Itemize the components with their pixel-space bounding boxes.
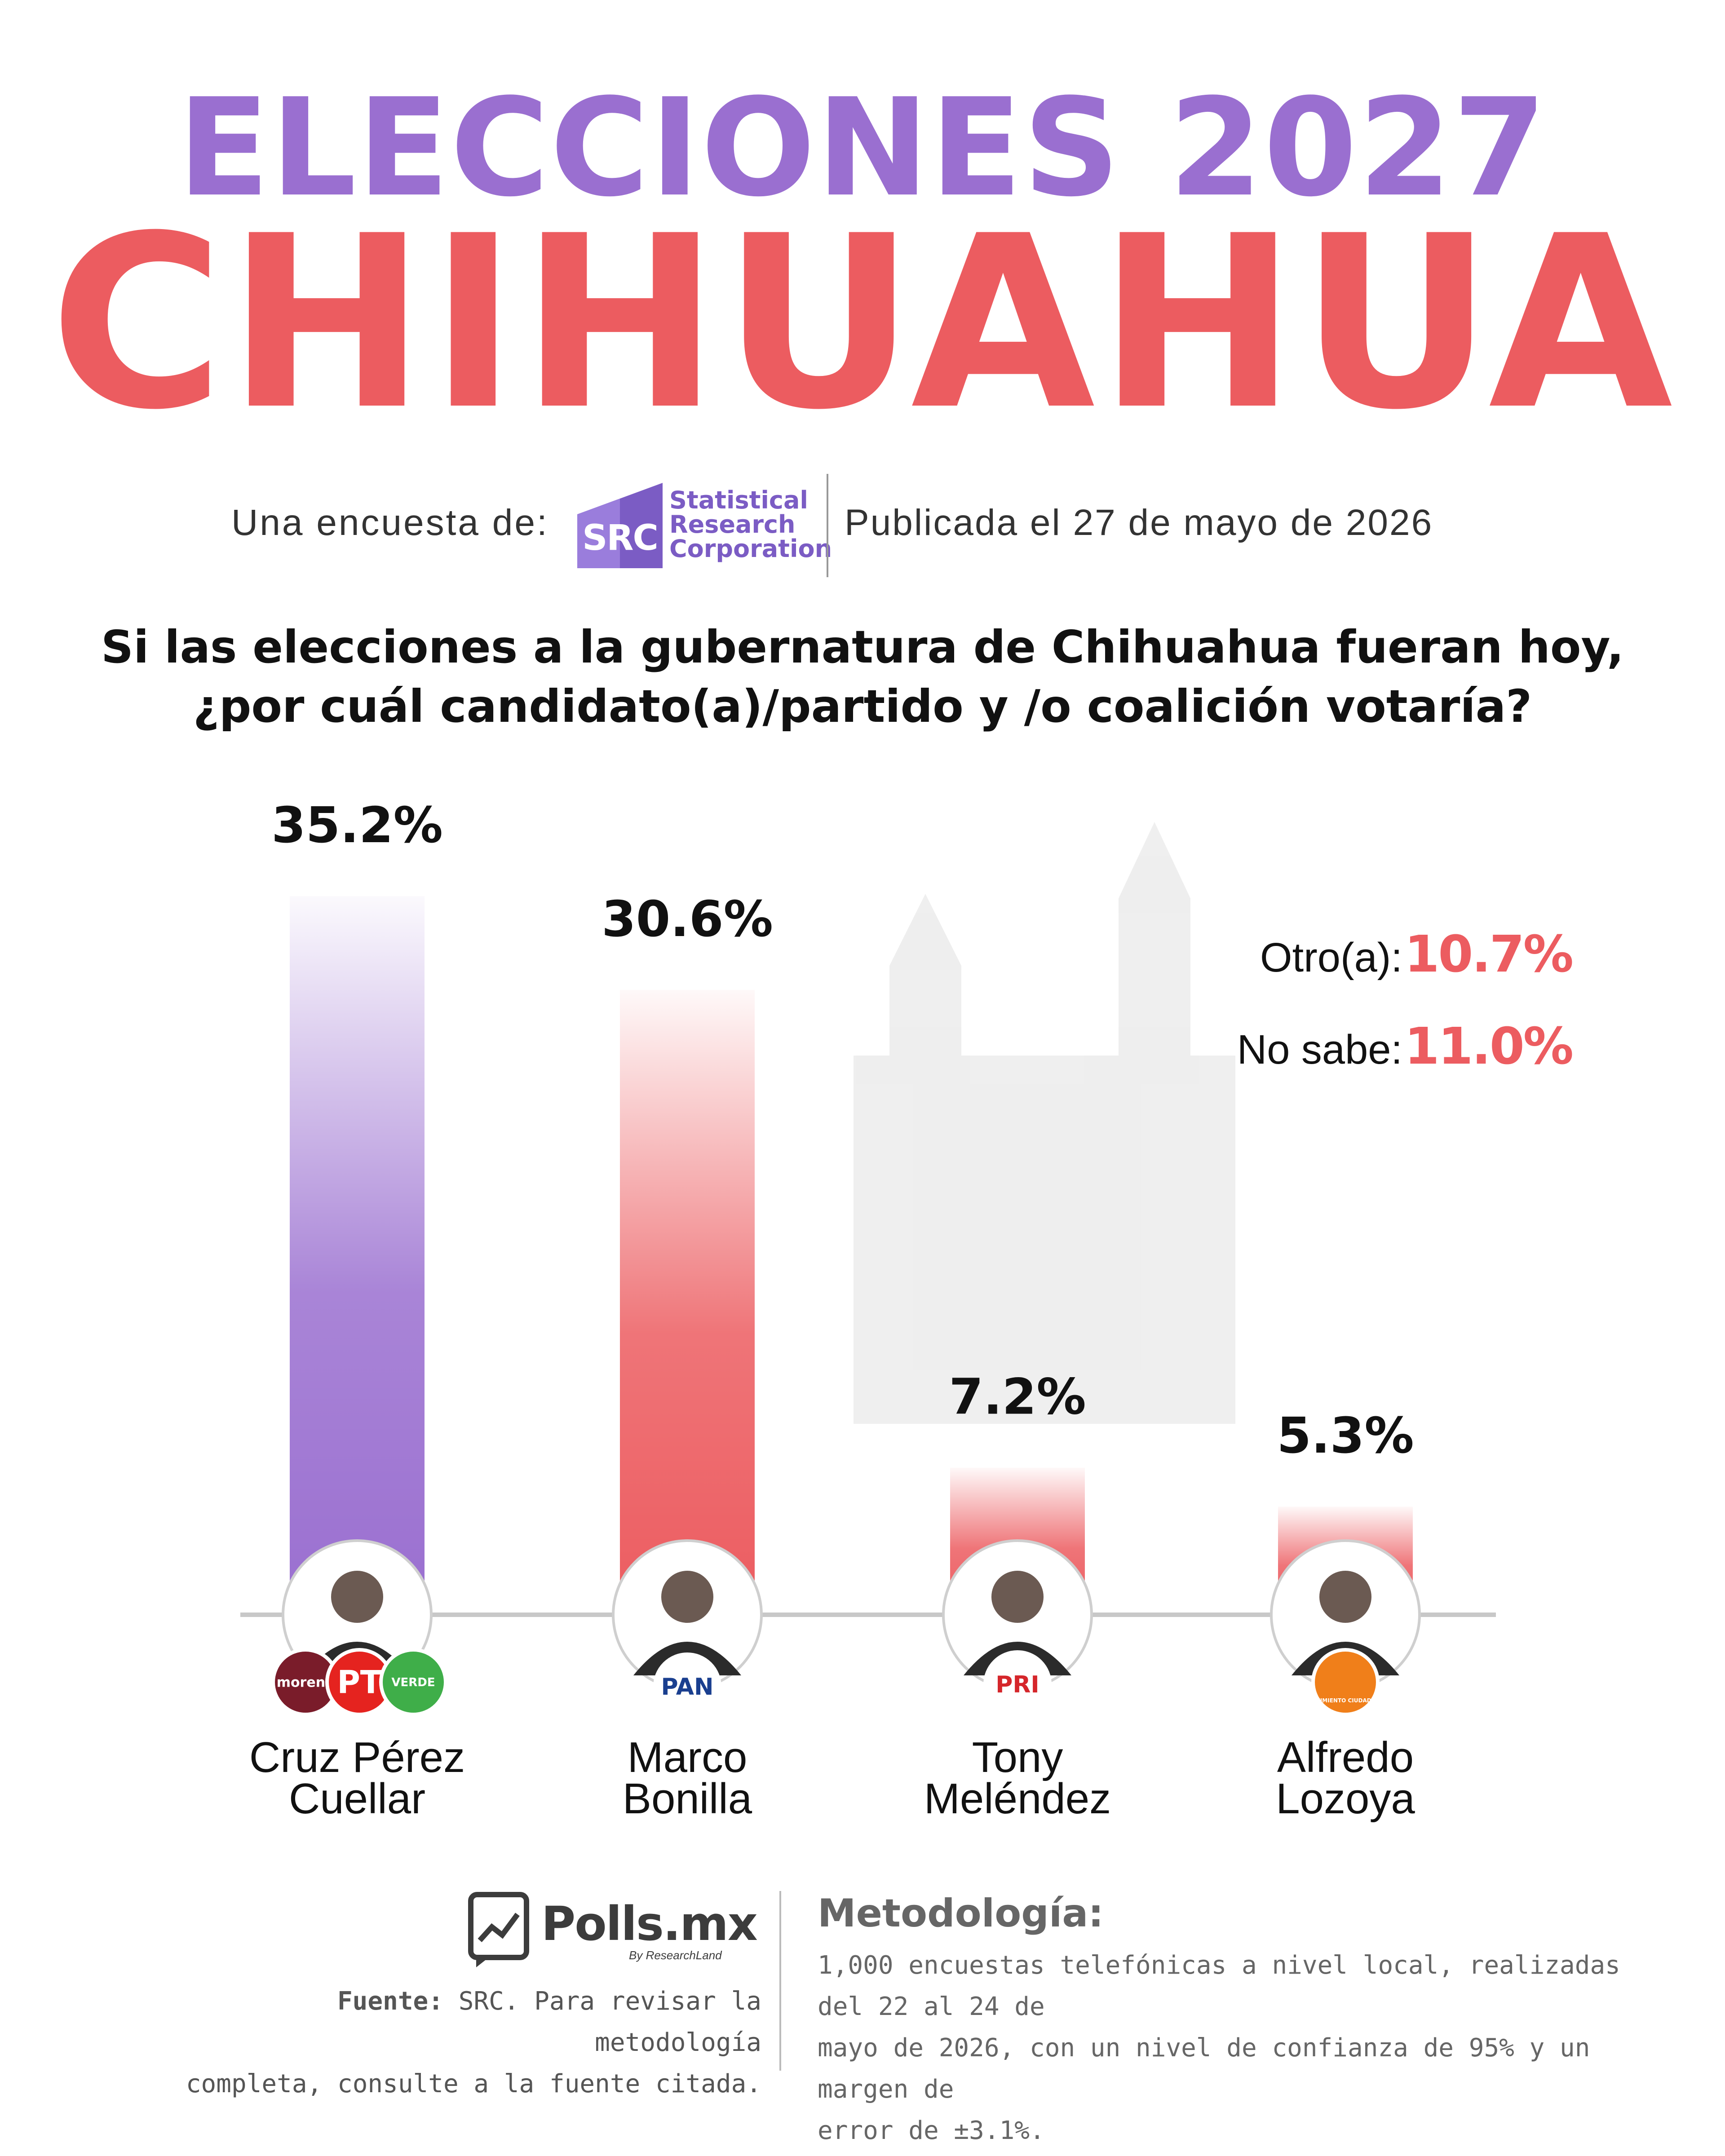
value-label-1: 35.2% [271,796,443,854]
unknown-label: No sabe: [1237,1027,1402,1073]
candidate-name-1-line-2: Cuellar [289,1775,425,1823]
src-name-line-1: Statistical [669,486,808,514]
pt-logo-text: PT [337,1664,381,1701]
other-responses: Otro(a): 10.7% No sabe: 11.0% [1237,925,1574,1109]
bar-1 [290,896,425,1615]
chart-doc-icon [468,1892,529,1967]
source-label: Fuente: [337,1987,443,2016]
candidate-head-icon-4 [1319,1571,1371,1623]
publication-date: Publicada el 27 de mayo de 2026 [845,502,1433,543]
verde-logo-icon [379,1648,447,1716]
pri-logo-icon [983,1650,1052,1719]
candidate-name-4-line-1: Alfredo [1277,1733,1414,1781]
src-name-line-2: Research [669,510,796,539]
unknown-value: 11.0% [1404,1017,1574,1076]
value-label-4: 5.3% [1277,1407,1414,1464]
methodology-title: Metodología: [818,1891,1104,1936]
src-logo: SRC Statistical Research Corporation [577,483,832,568]
unknown-row: No sabe: 11.0% [1237,1017,1574,1109]
pan-logo-text: PAN [661,1674,713,1701]
methodology-text: 1,000 encuestas telefónicas a nivel loca… [818,1945,1680,2152]
byline: Una encuesta de: SRC Statistical Researc… [0,474,1725,577]
movimiento-ciudadano-logo-icon [1311,1648,1380,1716]
question-line-1: Si las elecciones a la gubernatura de Ch… [101,621,1624,673]
byline-label: Una encuesta de: [231,502,549,543]
candidate-name-3-line-2: Meléndez [924,1775,1111,1823]
methodology-line-1: 1,000 encuestas telefónicas a nivel loca… [818,1951,1620,2021]
polls-mx-name: Polls.mx [541,1896,758,1951]
other-row: Otro(a): 10.7% [1237,925,1574,1017]
candidate-name-4-line-2: Lozoya [1276,1775,1415,1823]
question-line-2: ¿por cuál candidato(a)/partido y /o coal… [193,680,1532,733]
pan-logo-icon [653,1652,721,1721]
candidate-name-1-line-1: Cruz Pérez [249,1733,465,1781]
methodology-line-3: error de ±3.1%. [818,2116,1045,2145]
candidate-head-icon-3 [991,1571,1044,1623]
src-logo-mark-icon [577,483,663,568]
polls-mx-tagline: By ResearchLand [629,1948,722,1962]
mc-logo-caption: MOVIMIENTO CIUDADANO [1306,1697,1385,1704]
source-text-2: completa, consulte a la fuente citada. [186,2069,761,2099]
methodology-line-2: mayo de 2026, con un nivel de confianza … [818,2033,1590,2104]
polls-mx-logo: Polls.mx By ResearchLand [467,1886,758,1972]
footer: Polls.mx By ResearchLand Fuente: SRC. Pa… [0,1878,1725,2145]
morena-logo-text: morena [277,1675,335,1691]
candidate-name-3-line-1: Tony [972,1733,1063,1781]
src-full-name: Statistical Research Corporation [669,488,832,561]
byline-divider [827,474,828,577]
value-label-2: 30.6% [602,890,773,948]
title-elecciones: ELECCIONES 2027 [177,70,1548,226]
survey-question: Si las elecciones a la gubernatura de Ch… [0,618,1725,736]
verde-logo-text: VERDE [391,1676,435,1689]
candidate-head-icon-1 [331,1571,383,1623]
candidate-head-icon-2 [661,1571,713,1623]
cathedral-background-illustration [854,822,1235,1424]
pri-logo-text: PRI [995,1671,1039,1698]
source-text-1: SRC. Para revisar la metodología [443,1987,761,2057]
other-value: 10.7% [1404,925,1574,984]
title-state: CHIHUAHUA [49,185,1676,462]
src-name-line-3: Corporation [669,535,832,563]
candidate-name-2-line-2: Bonilla [623,1775,752,1823]
value-label-3: 7.2% [949,1368,1086,1426]
candidate-name-2-line-1: Marco [628,1733,748,1781]
source-note: Fuente: SRC. Para revisar la metodología… [175,1981,761,2105]
other-label: Otro(a): [1260,935,1402,981]
footer-divider [779,1891,781,2071]
bar-2 [620,990,755,1615]
src-abbr: SRC [582,518,658,558]
